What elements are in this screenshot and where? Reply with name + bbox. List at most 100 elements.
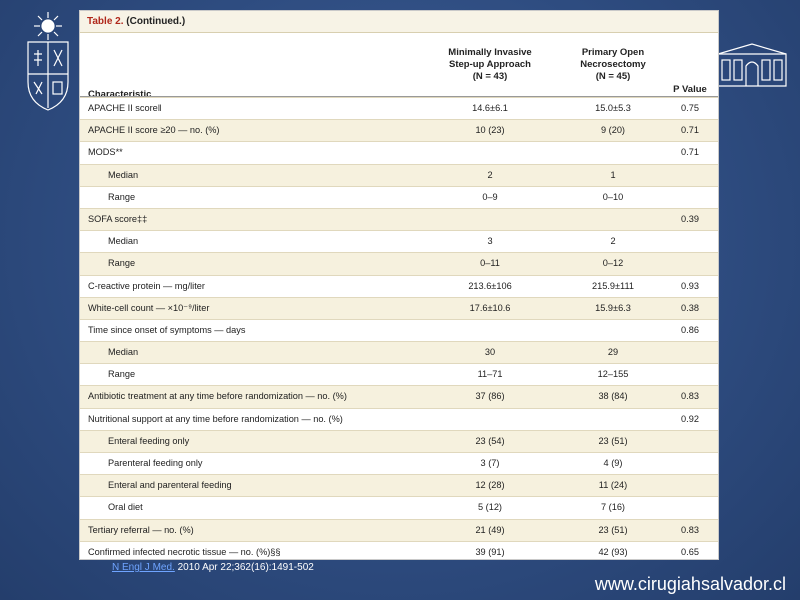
- table-row: Range 0–9 0–10: [80, 185, 718, 208]
- row-divider: [80, 318, 718, 320]
- table-row: Enteral feeding only 23 (54) 23 (51): [80, 429, 718, 452]
- row-divider: [80, 496, 718, 498]
- row-open-value: 215.9±111: [592, 280, 634, 291]
- table-row: Antibiotic treatment at any time before …: [80, 385, 718, 408]
- row-divider: [80, 141, 718, 143]
- row-step-up-value: 0–11: [480, 258, 500, 269]
- row-open-value: 0–10: [602, 191, 624, 202]
- row-label: Range: [108, 369, 136, 380]
- table-number: Table 2.: [87, 16, 124, 27]
- row-step-up-value: 2: [487, 169, 493, 180]
- table-row: Oral diet 5 (12) 7 (16): [80, 496, 718, 518]
- row-open-value: 15.0±5.3: [595, 103, 631, 113]
- row-divider: [80, 119, 718, 121]
- header-open-necrosectomy: Primary Open Necrosectomy (N = 45): [558, 47, 668, 83]
- row-step-up-value: 3: [487, 236, 493, 247]
- row-step-up-value: 11–71: [477, 369, 503, 380]
- citation-journal-link[interactable]: N Engl J Med.: [112, 562, 175, 573]
- row-label: Parenteral feeding only: [108, 458, 203, 468]
- row-divider: [80, 429, 718, 431]
- table-row: Median 30 29: [80, 341, 718, 364]
- row-step-up-value: 0–9: [482, 191, 498, 202]
- row-p-value: 0.39: [681, 213, 699, 224]
- row-label: Oral diet: [108, 502, 143, 513]
- table-header: Characteristic Minimally Invasive Step-u…: [80, 47, 718, 103]
- row-step-up-value: 10 (23): [475, 125, 505, 136]
- row-p-value: 0.93: [681, 280, 699, 291]
- row-p-value: 0.75: [681, 103, 699, 113]
- row-step-up-value: 23 (54): [475, 435, 505, 446]
- row-label: Time since onset of symptoms — days: [88, 324, 246, 335]
- row-label: Range: [108, 191, 136, 202]
- header-p-value: P Value: [673, 84, 707, 95]
- citation-detail: 2010 Apr 22;362(16):1491-502: [174, 562, 314, 573]
- row-p-value: 0.65: [681, 546, 699, 557]
- row-label: Enteral feeding only: [108, 435, 190, 446]
- table-caption-text: (Continued.): [126, 16, 186, 27]
- row-label: Median: [108, 169, 139, 180]
- header-step-up: Minimally Invasive Step-up Approach (N =…: [425, 47, 555, 83]
- row-p-value: 0.83: [681, 391, 699, 402]
- header-open-n: (N = 45): [595, 71, 631, 82]
- table-caption: Table 2. (Continued.): [80, 11, 718, 33]
- row-step-up-value: 17.6±10.6: [469, 302, 511, 313]
- row-step-up-value: 3 (7): [480, 458, 500, 468]
- row-divider: [80, 230, 718, 232]
- row-step-up-value: 21 (49): [475, 524, 505, 535]
- row-divider: [80, 518, 718, 520]
- table-row: MODS** 0.71: [80, 141, 718, 163]
- row-step-up-value: 37 (86): [475, 391, 505, 402]
- row-open-value: 15.9±6.3: [595, 302, 631, 313]
- table-row: C-reactive protein — mg/liter 213.6±106 21…: [80, 274, 718, 297]
- row-step-up-value: 12 (28): [475, 480, 505, 491]
- row-label: Confirmed infected necrotic tissue — no.…: [88, 546, 281, 557]
- row-step-up-value: 30: [484, 347, 496, 358]
- site-url: www.cirugiahsalvador.cl: [594, 574, 786, 594]
- hospital-building-icon: [717, 43, 787, 87]
- table-row: Time since onset of symptoms — days 0.86: [80, 318, 718, 341]
- table-body: APACHE II score‖ 14.6±6.1 15.0±5.3 0.75 APAC…: [80, 97, 718, 563]
- row-divider: [80, 163, 718, 165]
- row-label: Nutritional support at any time before r…: [88, 413, 343, 424]
- row-open-value: 23 (51): [598, 435, 628, 446]
- row-divider: [80, 385, 718, 387]
- table-row: Range 0–11 0–12: [80, 252, 718, 275]
- row-divider: [80, 363, 718, 365]
- row-label: Range: [108, 258, 136, 269]
- row-open-value: 42 (93): [598, 546, 628, 557]
- row-p-value: 0.71: [681, 147, 699, 158]
- row-divider: [80, 97, 718, 98]
- row-divider: [80, 207, 718, 209]
- row-label: APACHE II score‖: [88, 103, 162, 113]
- row-divider: [80, 341, 718, 343]
- row-step-up-value: 14.6±6.1: [472, 103, 508, 113]
- header-step-up-n: (N = 43): [472, 71, 508, 82]
- university-crest-icon: [27, 12, 69, 111]
- row-p-value: 0.83: [681, 524, 699, 535]
- row-step-up-value: 5 (12): [477, 502, 502, 513]
- row-step-up-value: 213.6±106: [468, 280, 512, 291]
- table-row: APACHE II score ≥20 — no. (%) 10 (23) 9 (2…: [80, 119, 718, 142]
- row-divider: [80, 274, 718, 276]
- header-open-line2: Necrosectomy: [580, 59, 646, 70]
- table-row: Enteral and parenteral feeding 12 (28) 11 …: [80, 474, 718, 497]
- row-open-value: 4 (9): [603, 458, 623, 468]
- row-label: APACHE II score ≥20 — no. (%): [88, 125, 220, 136]
- row-divider: [80, 296, 718, 298]
- table-row: Range 11–71 12–155: [80, 363, 718, 385]
- table-row: APACHE II score‖ 14.6±6.1 15.0±5.3 0.75: [80, 97, 718, 119]
- row-p-value: 0.86: [681, 324, 699, 335]
- row-open-value: 11 (24): [598, 480, 628, 491]
- row-label: C-reactive protein — mg/liter: [88, 280, 205, 291]
- row-open-value: 0–12: [602, 258, 624, 269]
- table-row: Parenteral feeding only 3 (7) 4 (9): [80, 452, 718, 474]
- header-step-up-line2: Step-up Approach: [449, 59, 531, 70]
- table-row: Nutritional support at any time before r…: [80, 407, 718, 430]
- row-p-value: 0.38: [681, 302, 699, 313]
- row-label: Median: [108, 347, 139, 358]
- results-table: Table 2. (Continued.) Characteristic Min…: [79, 10, 719, 560]
- header-step-up-line1: Minimally Invasive: [448, 47, 532, 58]
- row-open-value: 29: [607, 347, 619, 358]
- row-open-value: 7 (16): [600, 502, 625, 513]
- row-label: SOFA score‡‡: [88, 213, 148, 224]
